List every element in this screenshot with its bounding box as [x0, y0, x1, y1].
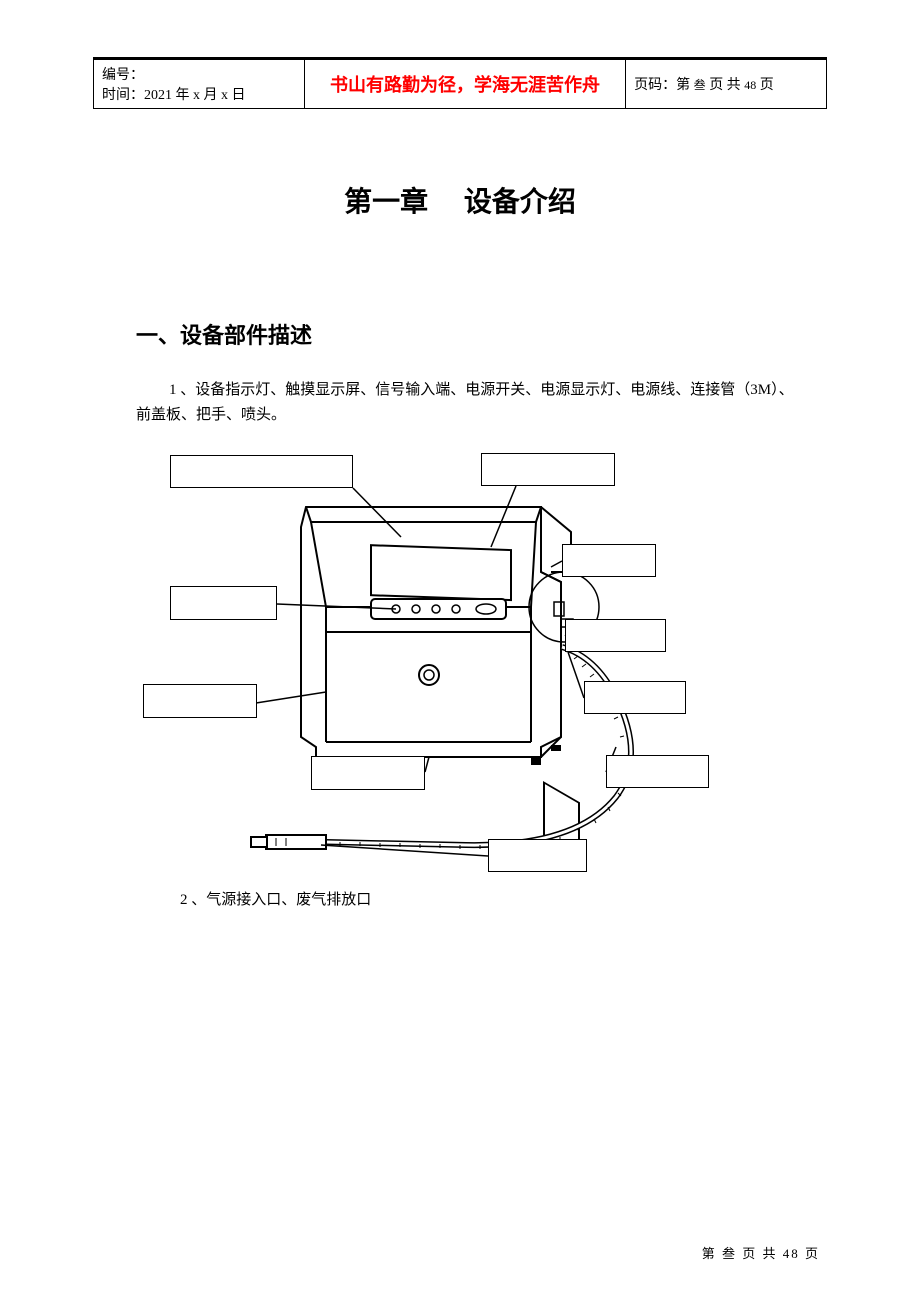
callout-label-box [143, 684, 257, 718]
header-id-label: 编号： [102, 64, 296, 84]
paragraph-1: 1 、设备指示灯、触摸显示屏、信号输入端、电源开关、电源显示灯、电源线、连接管（… [136, 378, 805, 428]
callout-label-box [565, 619, 666, 652]
header-left: 编号： 时间：2021 年 x 月 x 日 [94, 59, 305, 109]
callout-label-box [562, 544, 656, 577]
paragraph-2: 2 、气源接入口、废气排放口 [180, 888, 371, 909]
header-center: 书山有路勤为径，学海无涯苦作舟 [304, 59, 625, 109]
callout-label-box [606, 755, 709, 788]
section-title: 一、设备部件描述 [136, 318, 312, 350]
header-date-label: 时间：2021 年 x 月 x 日 [102, 84, 296, 104]
page-footer: 第 叁 页 共 48 页 [702, 1243, 820, 1262]
callout-label-box [170, 455, 353, 488]
callout-label-box [170, 586, 277, 620]
callout-label-box [311, 756, 425, 790]
header-right: 页码：第 叁 页 共 48 页 [626, 59, 827, 109]
header-table: 编号： 时间：2021 年 x 月 x 日 书山有路勤为径，学海无涯苦作舟 页码… [93, 57, 827, 109]
callout-label-box [488, 839, 587, 872]
callout-label-box [481, 453, 615, 486]
equipment-diagram [136, 447, 776, 867]
chapter-title: 第一章 设备介绍 [0, 180, 920, 220]
callout-label-box [584, 681, 686, 714]
machine-illustration [136, 447, 776, 867]
